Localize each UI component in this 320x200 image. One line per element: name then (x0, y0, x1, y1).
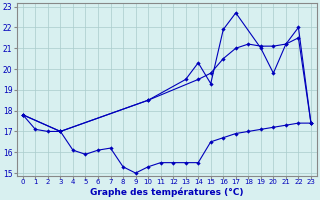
X-axis label: Graphe des températures (°C): Graphe des températures (°C) (90, 188, 244, 197)
